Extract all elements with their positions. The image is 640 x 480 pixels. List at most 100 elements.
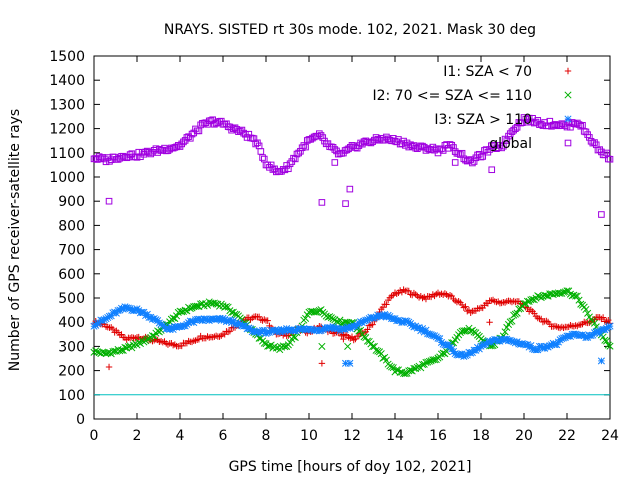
- data-point: [260, 155, 268, 163]
- data-point: [226, 316, 234, 324]
- data-point: [173, 312, 181, 320]
- legend-marker: [564, 67, 572, 75]
- data-point: [575, 296, 583, 304]
- data-point: [503, 137, 511, 144]
- data-point: [534, 117, 542, 124]
- data-point: [508, 337, 516, 345]
- data-point: [203, 301, 212, 309]
- data-point: [92, 347, 100, 355]
- data-point: [418, 325, 427, 333]
- data-point: [410, 323, 418, 331]
- data-point: [506, 318, 514, 326]
- series-global: [90, 114, 614, 218]
- data-point: [512, 125, 519, 132]
- data-point-outlier: [105, 197, 113, 205]
- x-tick-label: 20: [515, 428, 533, 444]
- data-point: [470, 158, 478, 165]
- y-tick-label: 1500: [49, 49, 85, 65]
- data-point: [352, 144, 359, 151]
- y-tick-label: 200: [58, 364, 85, 380]
- data-point: [152, 316, 160, 324]
- data-point: [527, 342, 535, 350]
- data-point: [136, 340, 144, 348]
- data-point: [506, 336, 514, 344]
- y-tick-label: 600: [58, 267, 85, 283]
- data-point-outlier: [331, 159, 339, 166]
- data-point: [520, 300, 528, 308]
- data-point: [108, 324, 115, 331]
- data-point: [291, 333, 299, 342]
- data-point: [319, 134, 327, 141]
- data-point: [542, 342, 550, 350]
- data-point: [369, 321, 376, 328]
- data-point: [510, 311, 518, 319]
- data-point: [121, 303, 129, 311]
- data-point: [307, 325, 315, 333]
- data-point: [427, 331, 435, 339]
- data-point: [508, 317, 516, 325]
- data-point: [601, 336, 609, 344]
- x-tick-label: 2: [133, 428, 142, 444]
- data-point: [606, 322, 614, 330]
- data-point: [339, 325, 347, 333]
- data-point: [606, 155, 614, 163]
- data-point: [383, 301, 390, 308]
- data-point: [222, 318, 230, 326]
- data-point: [173, 323, 181, 331]
- data-point: [601, 151, 609, 159]
- plot-frame: [93, 55, 611, 420]
- data-point: [418, 360, 427, 369]
- legend-label: I1: SZA < 70: [443, 64, 532, 80]
- axes: 0 2 4 6 8 10 12 14 16 18 20 22 240100200300400500600…: [49, 49, 619, 444]
- data-point: [180, 138, 187, 146]
- data-point: [183, 307, 191, 315]
- data-point: [147, 150, 155, 158]
- data-point: [283, 162, 290, 169]
- data-point: [573, 331, 581, 339]
- data-point: [95, 319, 103, 327]
- data-point: [278, 168, 285, 175]
- data-point: [388, 363, 396, 371]
- data-point: [469, 159, 476, 167]
- data-point: [403, 317, 411, 325]
- data-point: [192, 125, 199, 133]
- data-point: [350, 322, 358, 330]
- data-point: [193, 302, 201, 310]
- data-point: [436, 335, 444, 343]
- data-point: [596, 146, 603, 153]
- data-point: [357, 326, 365, 334]
- data-point-outlier: [486, 319, 493, 326]
- data-point: [192, 337, 199, 344]
- data-point: [183, 134, 191, 141]
- data-point: [186, 305, 194, 313]
- data-point: [513, 309, 521, 317]
- data-point: [381, 310, 389, 318]
- data-point: [374, 347, 382, 355]
- data-point: [518, 339, 526, 348]
- data-point: [572, 330, 580, 338]
- data-point: [377, 312, 385, 320]
- data-point: [106, 158, 113, 165]
- data-point: [560, 324, 567, 331]
- data-point-outlier: [318, 199, 326, 206]
- x-tick-label: 0: [90, 428, 99, 444]
- data-point: [197, 316, 205, 324]
- data-point: [563, 123, 571, 131]
- data-point: [565, 323, 572, 331]
- data-point: [136, 309, 144, 317]
- data-point-outlier: [340, 335, 347, 343]
- data-point: [486, 146, 493, 153]
- legend: I1: SZA < 70 I2: 70 <= SZA <= 110 I3: SZA …: [372, 64, 572, 152]
- data-point: [498, 144, 505, 152]
- data-point: [310, 308, 318, 316]
- data-point: [412, 291, 419, 298]
- data-point: [524, 118, 531, 126]
- legend-marker: [564, 115, 572, 123]
- series-layer: [90, 114, 614, 378]
- chart-title: NRAYS. SISTED rt 30s mode. 102, 2021. Ma…: [164, 22, 536, 38]
- data-point: [267, 161, 275, 169]
- data-point: [438, 145, 445, 153]
- data-point: [525, 114, 533, 122]
- data-point: [285, 165, 292, 173]
- data-point: [415, 323, 423, 332]
